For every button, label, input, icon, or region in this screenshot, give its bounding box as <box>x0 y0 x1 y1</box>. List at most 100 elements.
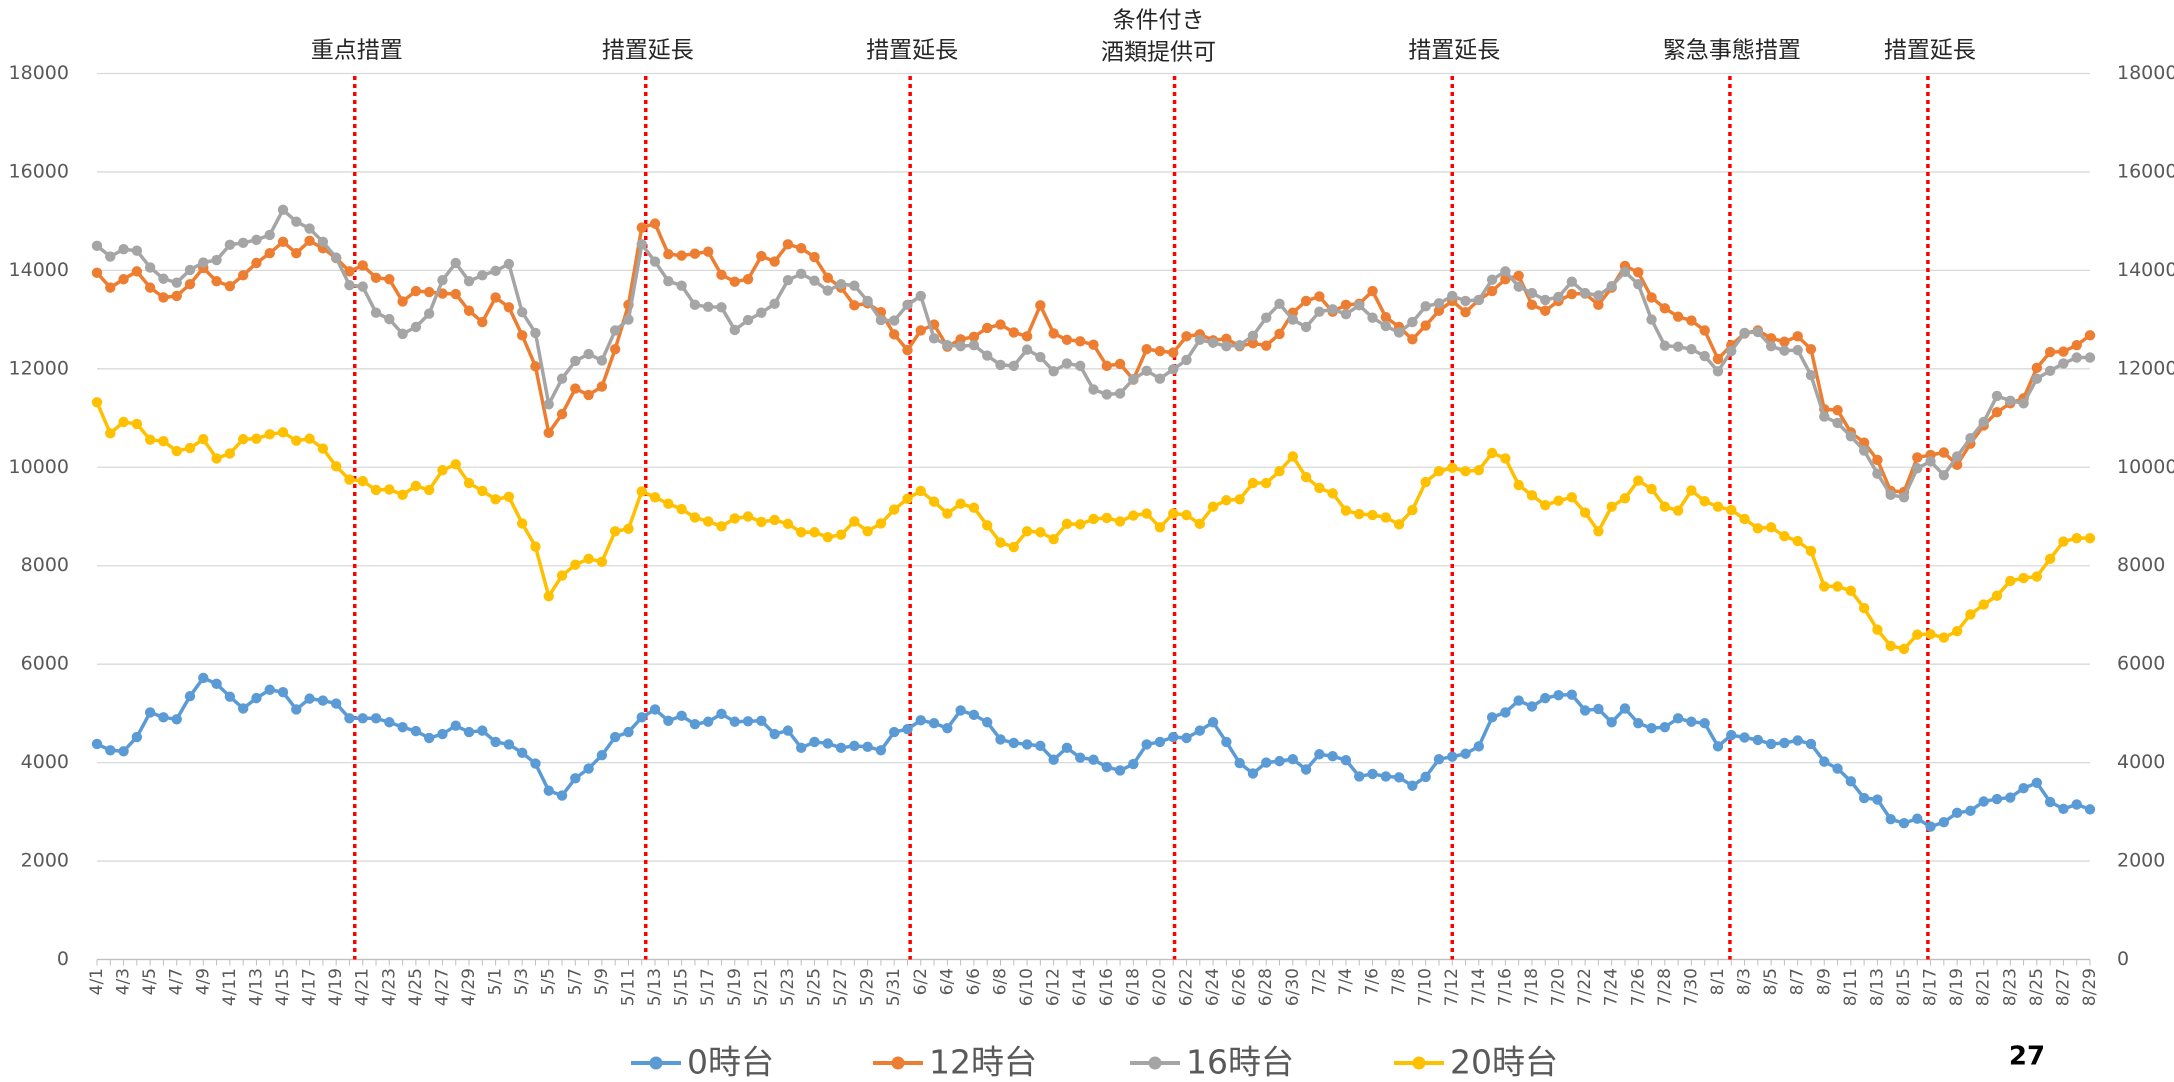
data-point <box>503 491 515 503</box>
data-point <box>397 328 408 340</box>
data-point <box>702 301 714 313</box>
x-tick-label: 5/7 <box>565 968 585 995</box>
data-point <box>105 745 116 756</box>
data-point <box>370 484 382 496</box>
x-tick-label: 6/20 <box>1150 968 1170 1006</box>
data-point <box>1898 492 1910 503</box>
data-point <box>915 290 926 302</box>
data-point <box>1088 513 1099 525</box>
data-point <box>1061 358 1073 369</box>
data-point <box>649 492 661 503</box>
data-point <box>477 485 488 497</box>
data-point <box>344 713 355 724</box>
data-point <box>1367 285 1378 297</box>
data-point <box>1885 640 1896 652</box>
data-point <box>1805 370 1817 381</box>
data-point <box>158 273 169 284</box>
data-point <box>1021 331 1033 342</box>
x-tick-label: 6/14 <box>1070 968 1090 1006</box>
annotation-text: 酒類提供可 <box>1101 40 1216 66</box>
data-point <box>809 275 820 286</box>
data-point <box>171 714 182 725</box>
data-point <box>1221 333 1232 345</box>
data-point <box>1247 330 1259 342</box>
x-tick-label: 8/5 <box>1761 968 1781 995</box>
data-point <box>2071 532 2082 544</box>
data-point <box>915 715 926 726</box>
data-point <box>2018 398 2029 409</box>
data-point <box>795 268 807 280</box>
data-point <box>543 399 554 410</box>
data-point <box>955 340 966 352</box>
data-point <box>1327 751 1338 762</box>
data-point <box>1712 741 1724 752</box>
x-tick-label: 8/7 <box>1788 968 1808 995</box>
data-point <box>397 721 408 733</box>
x-tick-label: 4/13 <box>246 968 266 1006</box>
data-point <box>942 508 953 519</box>
data-point <box>1234 340 1245 351</box>
data-point <box>1340 754 1352 766</box>
data-point <box>1420 320 1431 331</box>
data-point <box>849 280 860 291</box>
data-point <box>450 288 461 300</box>
data-point <box>1739 732 1750 743</box>
data-point <box>862 295 873 307</box>
data-point <box>530 758 541 769</box>
data-point <box>437 275 448 286</box>
data-point <box>1367 768 1378 780</box>
data-point <box>1460 307 1471 318</box>
legend-item: 0時台 <box>631 1043 774 1082</box>
data-point <box>1686 485 1697 496</box>
data-point <box>224 239 236 250</box>
data-point <box>1593 290 1604 301</box>
data-point <box>463 305 475 316</box>
data-point <box>330 461 342 472</box>
x-tick-label: 7/22 <box>1575 968 1595 1006</box>
y2-tick-label: 18000 <box>2117 62 2174 84</box>
data-point <box>530 361 541 372</box>
data-point <box>118 274 129 285</box>
data-point <box>1898 817 1910 829</box>
data-point <box>291 216 302 227</box>
data-point <box>1951 451 1963 462</box>
data-point <box>1500 707 1511 718</box>
x-tick-label: 5/15 <box>672 968 692 1006</box>
data-point <box>1061 518 1073 530</box>
data-point <box>1393 519 1405 530</box>
data-point <box>131 245 143 256</box>
data-point <box>1247 338 1259 349</box>
data-point <box>822 738 833 749</box>
data-point <box>304 433 315 444</box>
data-point <box>729 716 740 727</box>
data-point <box>689 512 701 523</box>
data-point <box>1912 463 1923 474</box>
data-point <box>1008 737 1019 749</box>
data-point <box>1221 495 1232 506</box>
y-tick-label: 8000 <box>21 554 69 576</box>
data-point <box>2071 352 2082 363</box>
data-point <box>1314 482 1325 494</box>
data-point <box>516 330 528 341</box>
data-point <box>490 265 501 277</box>
data-point <box>1686 343 1697 355</box>
x-tick-label: 8/9 <box>1814 968 1834 995</box>
data-point <box>144 282 156 293</box>
data-point <box>1154 373 1166 384</box>
data-point <box>1048 754 1059 765</box>
data-point <box>902 493 913 504</box>
data-point <box>889 504 900 515</box>
data-point <box>1912 629 1923 640</box>
data-point <box>1300 321 1312 333</box>
data-point <box>516 747 528 758</box>
data-point <box>277 204 289 216</box>
data-point <box>1792 535 1803 547</box>
data-point <box>1447 751 1458 762</box>
data-point <box>1739 513 1750 525</box>
data-point <box>1646 292 1657 303</box>
data-point <box>463 477 475 489</box>
data-point <box>264 247 275 259</box>
x-tick-label: 5/19 <box>725 968 745 1006</box>
